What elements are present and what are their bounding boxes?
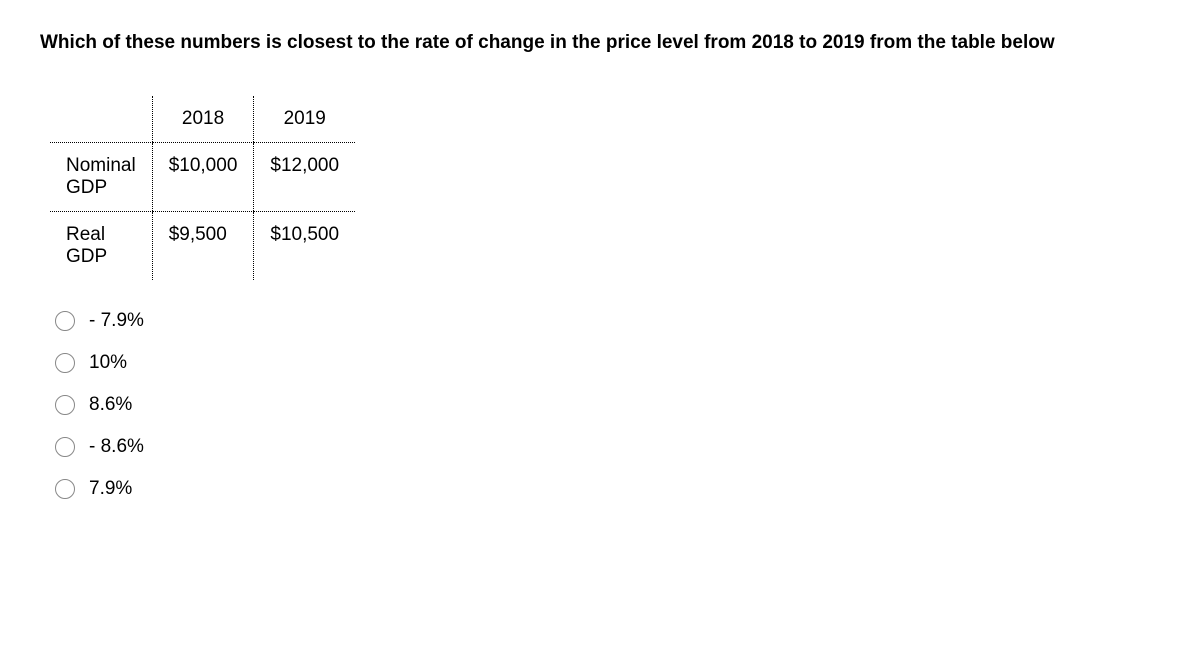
gdp-table: 2018 2019 Nominal GDP $10,000 $12,000 Re… [50, 96, 355, 280]
table-cell: $10,000 [152, 142, 254, 211]
option-2[interactable]: 10% [55, 352, 1160, 374]
option-5[interactable]: 7.9% [55, 478, 1160, 500]
radio-icon [55, 311, 75, 331]
table-row-label: Real GDP [50, 211, 152, 280]
option-3[interactable]: 8.6% [55, 394, 1160, 416]
radio-icon [55, 479, 75, 499]
table-cell: $9,500 [152, 211, 254, 280]
table-cell: $12,000 [254, 142, 355, 211]
table-col-2019: 2019 [254, 96, 355, 143]
option-label: 8.6% [89, 394, 132, 416]
table-corner-cell [50, 96, 152, 143]
option-1[interactable]: - 7.9% [55, 310, 1160, 332]
radio-icon [55, 437, 75, 457]
option-label: - 8.6% [89, 436, 144, 458]
option-label: 7.9% [89, 478, 132, 500]
question-text: Which of these numbers is closest to the… [40, 30, 1160, 56]
option-4[interactable]: - 8.6% [55, 436, 1160, 458]
answer-options: - 7.9% 10% 8.6% - 8.6% 7.9% [55, 310, 1160, 500]
table-col-2018: 2018 [152, 96, 254, 143]
radio-icon [55, 353, 75, 373]
radio-icon [55, 395, 75, 415]
option-label: - 7.9% [89, 310, 144, 332]
option-label: 10% [89, 352, 127, 374]
table-cell: $10,500 [254, 211, 355, 280]
table-row-label: Nominal GDP [50, 142, 152, 211]
